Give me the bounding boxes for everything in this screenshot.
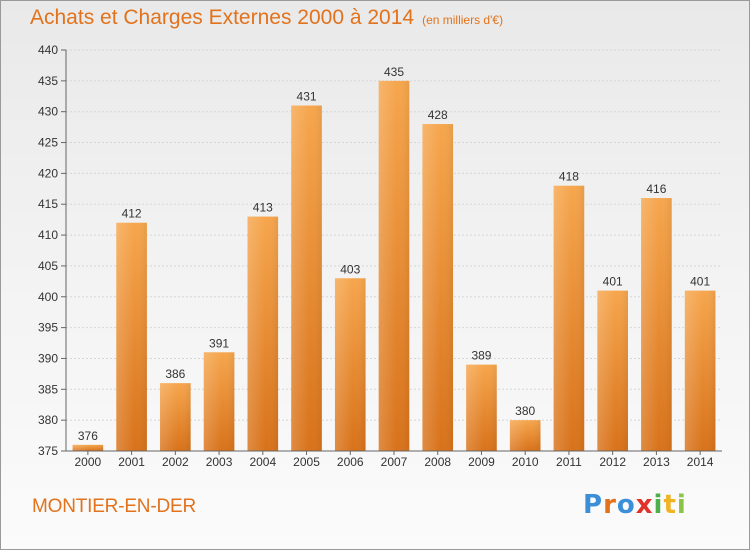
logo-letter: i	[653, 490, 664, 520]
x-tick-label: 2004	[249, 455, 276, 469]
bar-shine	[422, 124, 454, 452]
y-tick-label: 400	[38, 290, 58, 304]
logo-letter: P	[583, 490, 604, 520]
y-tick-label: 415	[38, 197, 58, 211]
y-tick-label: 440	[38, 43, 58, 57]
y-tick-label: 405	[38, 259, 58, 273]
bar-value-label: 418	[559, 170, 579, 184]
x-tick-label: 2011	[556, 455, 582, 469]
logo-letter: x	[635, 490, 654, 520]
x-tick-label: 2002	[162, 455, 189, 469]
bar-shine	[291, 105, 322, 452]
bar-value-label: 416	[646, 182, 666, 196]
bars: 376 412 386 391 413 431 403 435 428 389 380 418 401 4…	[72, 65, 716, 452]
bar-shine	[334, 278, 366, 451]
bar-value-label: 401	[690, 275, 710, 289]
bar-value-label: 389	[471, 349, 491, 363]
x-tick-label: 2009	[468, 455, 495, 469]
bar-shine	[553, 185, 585, 451]
y-tick-label: 435	[38, 74, 58, 88]
x-tick-label: 2007	[381, 455, 408, 469]
bar-shine	[378, 80, 410, 451]
bar-value-label: 431	[297, 90, 317, 104]
bar-value-label: 412	[122, 207, 142, 221]
bar-value-label: 376	[78, 429, 98, 443]
chart-title-text: Achats et Charges Externes 2000 à 2014	[30, 6, 415, 29]
x-tick-label: 2001	[118, 455, 145, 469]
bar-value-label: 413	[253, 201, 273, 215]
x-tick-label: 2008	[424, 455, 451, 469]
bar-shine	[203, 352, 235, 451]
bar-shine	[597, 290, 628, 451]
bar-value-label: 401	[603, 275, 623, 289]
bar-shine	[684, 290, 716, 451]
y-tick-label: 385	[38, 382, 58, 396]
chart-unit: (en milliers d'€)	[422, 13, 504, 27]
y-tick-label: 425	[38, 136, 58, 150]
x-tick-label: 2005	[293, 455, 320, 469]
logo-letter: t	[663, 490, 677, 520]
bar-shine	[509, 420, 541, 451]
x-tick-label: 2012	[599, 455, 626, 469]
bar-value-label: 391	[209, 336, 229, 350]
logo-letter: r	[603, 490, 617, 520]
bar-value-label: 403	[340, 262, 360, 276]
bar-value-label: 428	[428, 108, 448, 122]
bar-shine	[72, 444, 104, 451]
bar-value-label: 380	[515, 404, 535, 418]
bar-value-label: 435	[384, 65, 404, 79]
y-tick-label: 410	[38, 228, 58, 242]
bar-shine	[160, 383, 191, 451]
bar-shine	[247, 216, 279, 451]
x-tick-label: 2000	[75, 455, 102, 469]
x-tick-label: 2010	[512, 455, 539, 469]
x-tick-label: 2014	[687, 455, 714, 469]
logo-letter: i	[676, 490, 687, 520]
x-axis: 2000 2001 2002 2003 2004 2005 2006 2007 2008 2009…	[66, 450, 722, 469]
bar-value-label: 386	[165, 367, 185, 381]
x-tick-label: 2013	[643, 455, 670, 469]
bar-shine	[641, 198, 672, 451]
location-label: MONTIER-EN-DER	[32, 496, 196, 517]
proxiti-logo[interactable]: Proxiti	[583, 490, 687, 520]
y-tick-label: 375	[38, 444, 58, 458]
y-tick-label: 380	[38, 413, 58, 427]
bar-shine	[116, 222, 147, 451]
chart-title: Achats et Charges Externes 2000 à 2014 (e…	[30, 6, 503, 30]
y-tick-label: 430	[38, 105, 58, 119]
y-tick-label: 390	[38, 351, 58, 365]
y-tick-label: 395	[38, 321, 58, 335]
y-axis: 375 380 385 390 395 400 405 410 415 420 425 430 435 4…	[38, 43, 67, 458]
y-tick-label: 420	[38, 166, 58, 180]
x-tick-label: 2003	[206, 455, 233, 469]
x-tick-label: 2006	[337, 455, 364, 469]
logo-letter: o	[616, 490, 636, 520]
bar-shine	[466, 364, 497, 451]
